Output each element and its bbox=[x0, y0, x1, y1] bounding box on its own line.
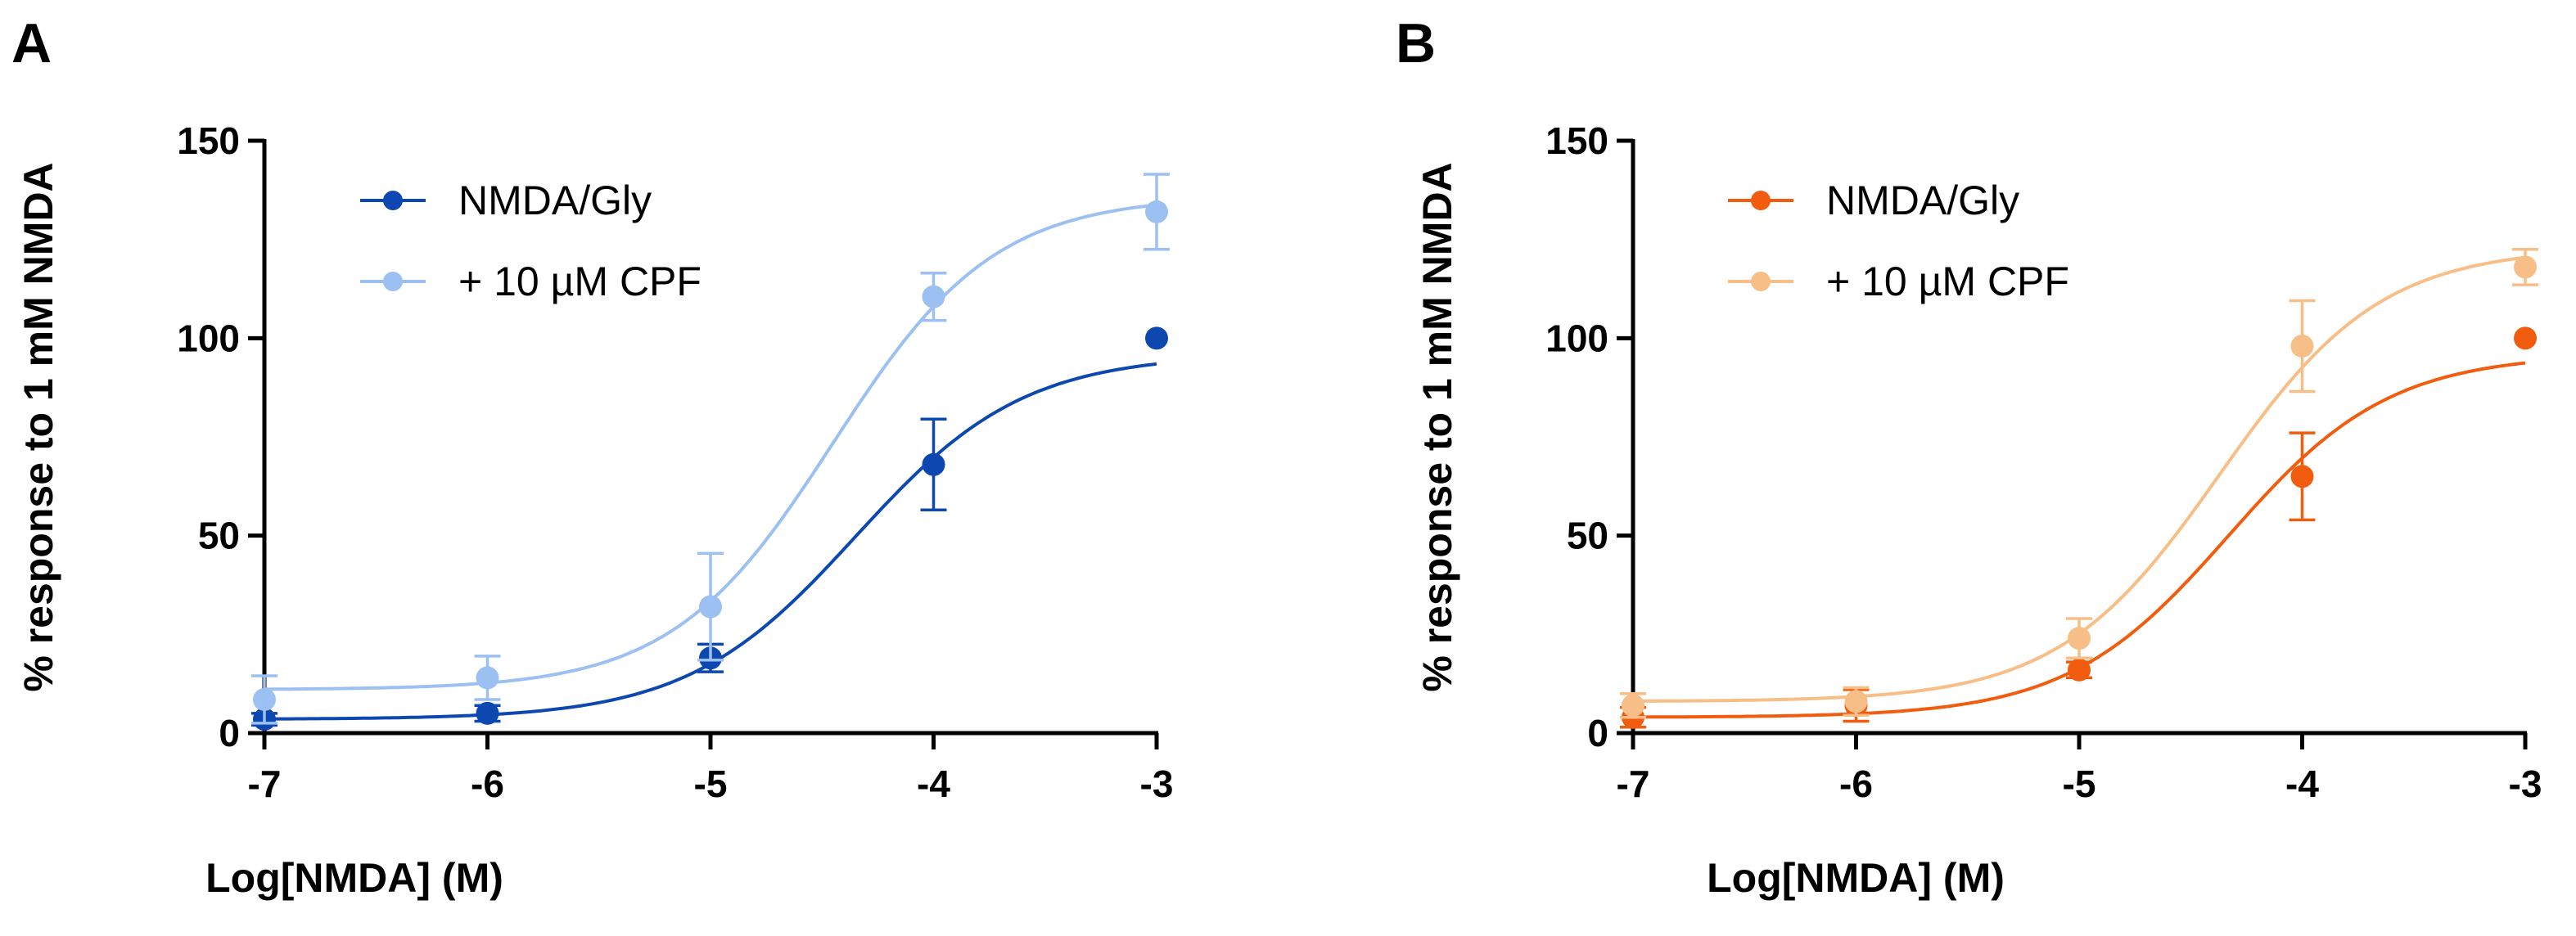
x-tick-label-a-2: -5 bbox=[694, 763, 728, 805]
data-point-a-0-3 bbox=[922, 452, 945, 476]
y-axis-title-a: % response to 1 mM NMDA bbox=[16, 162, 61, 691]
chart-panel-b: B 0 50 100 150 -7 -6 -5 -4 -3 Log[NMDA] (M) % re… bbox=[1288, 0, 2576, 932]
data-point-a-1-2 bbox=[699, 595, 722, 619]
x-tick-label-a-4: -3 bbox=[1140, 763, 1174, 805]
legend-a: NMDA/Gly + 10 µM CPF bbox=[360, 178, 702, 304]
chart-a-svg: A 0 50 100 150 -7 -6 -5 -4 -3 Log[NMDA] (M) % re… bbox=[11, 12, 1173, 901]
x-tick-label-a-1: -6 bbox=[471, 763, 504, 805]
x-tick-label-b-3: -4 bbox=[2285, 763, 2319, 805]
x-tick-label-b-0: -7 bbox=[1617, 763, 1650, 805]
y-tick-label-b-2: 100 bbox=[1545, 317, 1608, 359]
legend-swatch-marker-a-1 bbox=[383, 272, 403, 291]
data-point-b-0-3 bbox=[2290, 465, 2314, 488]
y-tick-label-b-0: 0 bbox=[1587, 712, 1608, 754]
x-tick-label-b-4: -3 bbox=[2509, 763, 2542, 805]
chart-panel-a: A 0 50 100 150 -7 -6 -5 -4 -3 Log[NMDA] (M) % re… bbox=[0, 0, 1288, 932]
data-point-b-0-4 bbox=[2514, 326, 2537, 350]
y-tick-label-a-2: 100 bbox=[177, 317, 240, 359]
legend-swatch-marker-b-1 bbox=[1751, 272, 1771, 291]
y-tick-label-a-1: 50 bbox=[198, 515, 240, 557]
y-tick-label-b-1: 50 bbox=[1567, 515, 1608, 557]
data-point-b-1-0 bbox=[1622, 694, 1644, 718]
legend-label-a-1: + 10 µM CPF bbox=[458, 259, 702, 304]
x-tick-label-a-0: -7 bbox=[248, 763, 282, 805]
y-axis-title-b: % response to 1 mM NMDA bbox=[1414, 162, 1460, 691]
data-point-a-1-1 bbox=[476, 666, 499, 690]
panel-label-a: A bbox=[11, 12, 52, 74]
x-tick-label-b-2: -5 bbox=[2063, 763, 2096, 805]
legend-label-a-0: NMDA/Gly bbox=[458, 178, 652, 223]
legend-swatch-marker-b-0 bbox=[1751, 191, 1771, 210]
data-point-b-1-1 bbox=[1844, 690, 1868, 713]
data-point-b-1-3 bbox=[2290, 334, 2314, 358]
y-tick-label-b-3: 150 bbox=[1545, 119, 1608, 162]
data-point-a-1-4 bbox=[1145, 200, 1168, 223]
data-point-b-1-4 bbox=[2514, 255, 2537, 279]
y-tick-label-a-0: 0 bbox=[219, 712, 240, 754]
x-axis-title-a: Log[NMDA] (M) bbox=[205, 855, 503, 901]
data-point-a-0-4 bbox=[1145, 326, 1168, 350]
data-point-a-0-1 bbox=[476, 701, 499, 725]
legend-label-b-0: NMDA/Gly bbox=[1826, 178, 2019, 223]
x-tick-label-a-3: -4 bbox=[917, 763, 950, 805]
y-tick-label-a-3: 150 bbox=[177, 119, 240, 162]
x-tick-label-b-1: -6 bbox=[1839, 763, 1873, 805]
legend-label-b-1: + 10 µM CPF bbox=[1826, 259, 2069, 304]
data-point-b-0-2 bbox=[2068, 658, 2091, 682]
chart-b-svg: B 0 50 100 150 -7 -6 -5 -4 -3 Log[NMDA] (M) % re… bbox=[1396, 12, 2542, 901]
plot-area-b: 0 50 100 150 -7 -6 -5 -4 -3 bbox=[1545, 119, 2542, 805]
plot-area-a: 0 50 100 150 -7 -6 -5 -4 -3 bbox=[177, 119, 1173, 805]
data-point-a-1-3 bbox=[922, 285, 945, 308]
legend-b: NMDA/Gly + 10 µM CPF bbox=[1728, 178, 2069, 304]
panel-label-b: B bbox=[1396, 12, 1436, 74]
x-axis-title-b: Log[NMDA] (M) bbox=[1707, 855, 2005, 901]
legend-swatch-marker-a-0 bbox=[383, 191, 403, 210]
data-point-a-1-0 bbox=[253, 687, 276, 711]
data-point-b-1-2 bbox=[2068, 627, 2091, 650]
